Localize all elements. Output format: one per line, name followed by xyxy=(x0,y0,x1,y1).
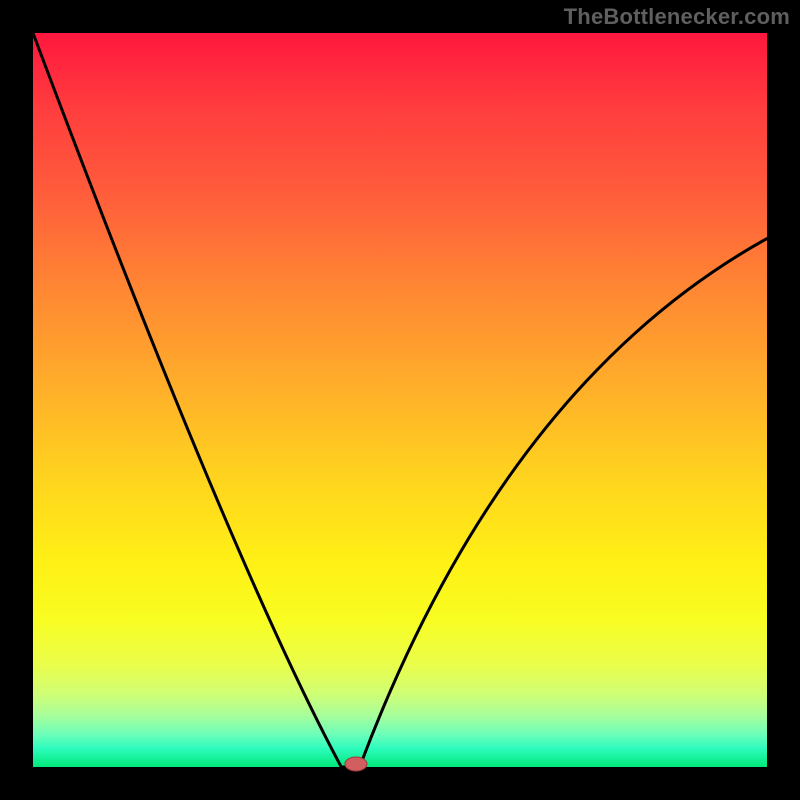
chart-svg xyxy=(0,0,800,800)
plot-background xyxy=(33,33,767,767)
minimum-marker xyxy=(345,757,367,771)
watermark-text: TheBottlenecker.com xyxy=(564,4,790,30)
chart-root: TheBottlenecker.com xyxy=(0,0,800,800)
